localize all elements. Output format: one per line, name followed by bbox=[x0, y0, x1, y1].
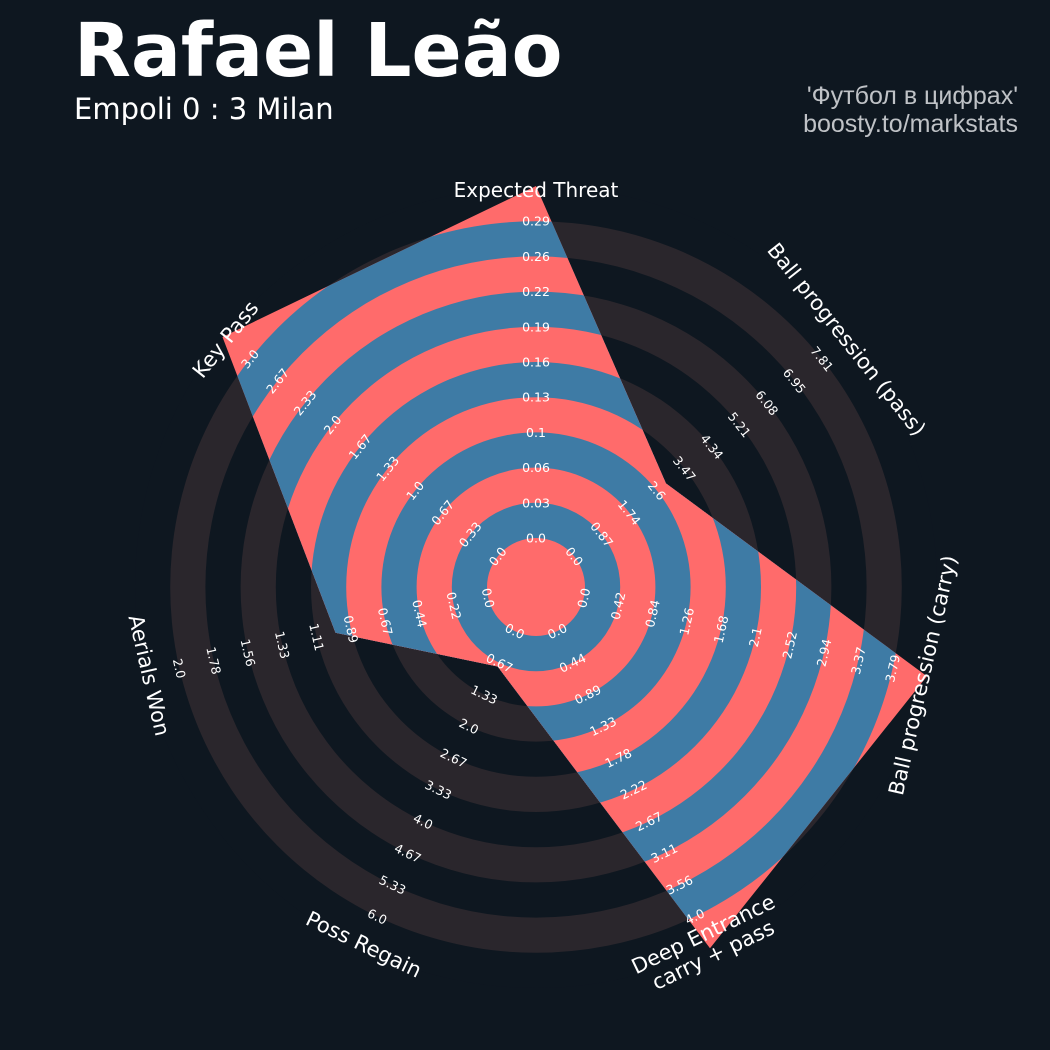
tick-label: 3.79 bbox=[882, 653, 903, 684]
tick-label: 0.22 bbox=[444, 590, 465, 620]
credit-line-1: 'Футбол в цифрах' bbox=[806, 82, 1018, 110]
player-name-title: Rafael Leão bbox=[74, 8, 563, 94]
tick-label: 0.89 bbox=[341, 614, 362, 645]
tick-label: 1.11 bbox=[306, 622, 327, 652]
tick-label: 0.0 bbox=[574, 587, 593, 610]
tick-label: 1.26 bbox=[676, 606, 697, 637]
tick-label: 0.0 bbox=[479, 587, 498, 610]
tick-label: 0.13 bbox=[522, 390, 550, 405]
tick-label: 0.1 bbox=[526, 425, 546, 440]
tick-label: 0.0 bbox=[526, 531, 546, 546]
tick-label: 3.37 bbox=[848, 645, 869, 675]
parameter-label-line: Expected Threat bbox=[454, 178, 619, 202]
tick-label: 2.1 bbox=[746, 626, 765, 649]
tick-label: 0.29 bbox=[522, 214, 550, 229]
credit-block: 'Футбол в цифрах' boosty.to/markstats bbox=[803, 82, 1018, 138]
value-ring bbox=[487, 538, 585, 636]
tick-label: 0.26 bbox=[522, 249, 550, 264]
tick-label: 0.44 bbox=[409, 598, 430, 629]
match-subtitle: Empoli 0 : 3 Milan bbox=[74, 92, 334, 126]
tick-label: 2.0 bbox=[170, 657, 189, 680]
tick-label: 1.33 bbox=[272, 630, 293, 660]
tick-label: 0.03 bbox=[522, 495, 550, 510]
tick-label: 0.42 bbox=[608, 590, 629, 620]
tick-label: 2.52 bbox=[779, 630, 800, 660]
parameter-label: Expected Threat bbox=[454, 178, 619, 202]
tick-label: 0.67 bbox=[375, 606, 396, 636]
tick-label: 1.56 bbox=[238, 637, 259, 668]
tick-label: 0.19 bbox=[522, 319, 550, 334]
tick-label: 0.16 bbox=[522, 355, 550, 370]
tick-label: 0.22 bbox=[522, 284, 550, 299]
tick-label: 1.78 bbox=[203, 645, 224, 676]
credit-line-2: boosty.to/markstats bbox=[803, 110, 1018, 138]
tick-label: 0.06 bbox=[522, 460, 550, 475]
tick-label: 0.84 bbox=[642, 598, 663, 629]
tick-label: 1.68 bbox=[711, 614, 732, 645]
tick-label: 2.94 bbox=[814, 637, 835, 668]
